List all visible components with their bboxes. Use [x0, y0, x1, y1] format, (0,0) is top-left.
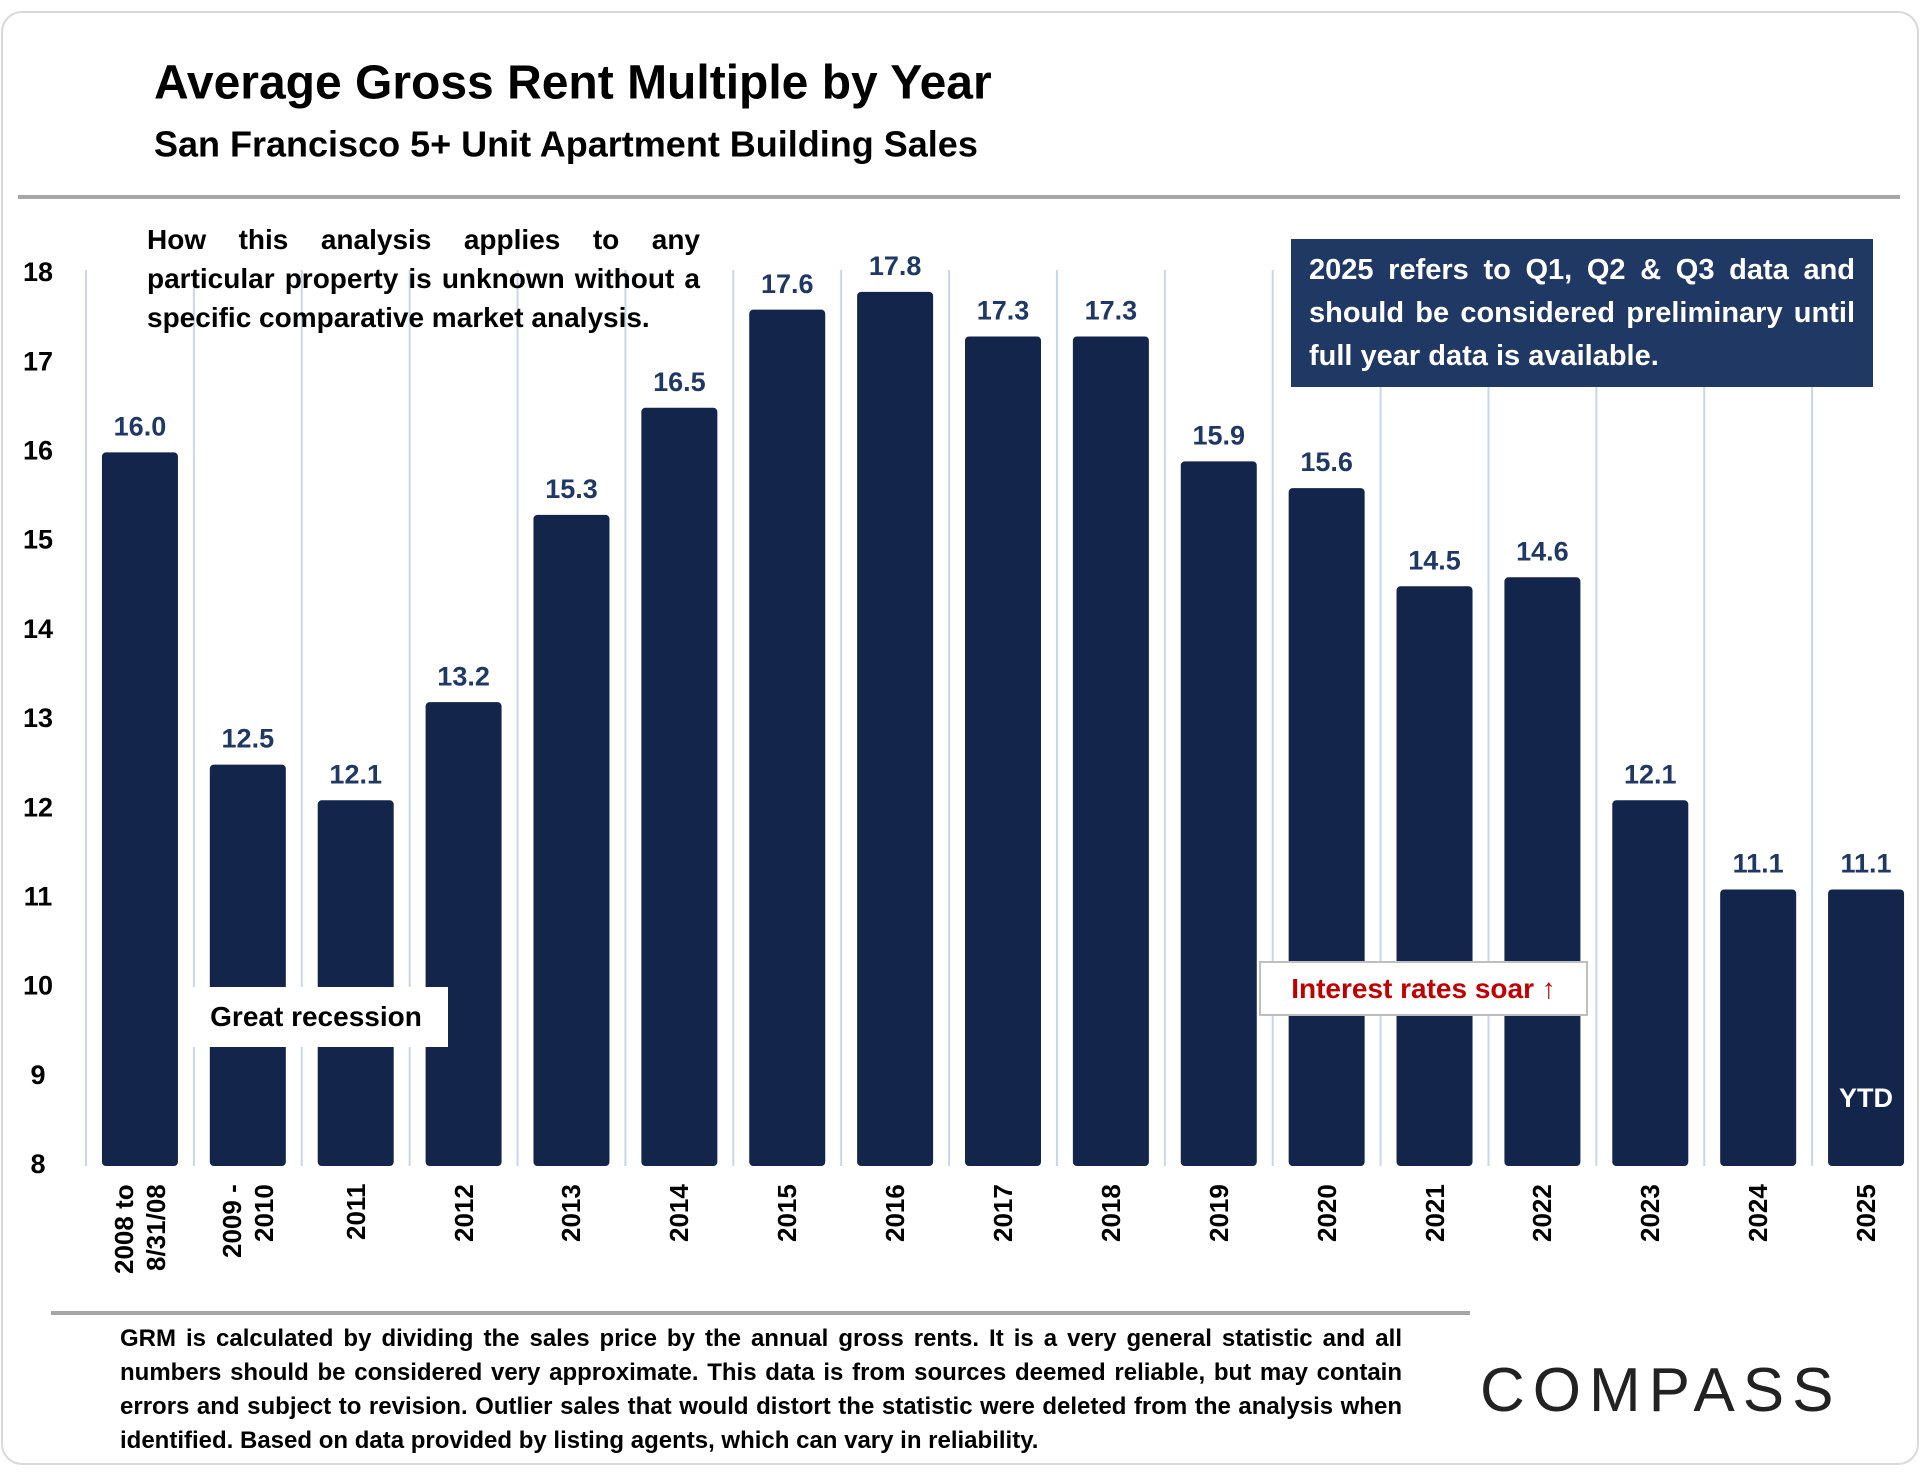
bar [641, 407, 718, 1166]
value-label: 15.3 [545, 474, 598, 504]
y-tick-label: 12 [23, 792, 53, 822]
frame [1, 11, 1919, 1465]
x-tick-label: 2022 [1527, 1184, 1558, 1242]
bar [1072, 336, 1149, 1166]
value-label: 12.5 [222, 724, 275, 754]
value-label: 15.6 [1300, 447, 1353, 477]
note: How this analysis applies to any particu… [147, 224, 700, 333]
bar [749, 309, 826, 1166]
bar [965, 336, 1041, 1166]
bar [1828, 889, 1905, 1166]
y-tick-label: 9 [30, 1060, 45, 1090]
x-tick-label: 2025 [1851, 1184, 1882, 1242]
y-tick-label: 18 [23, 257, 53, 287]
x-tick-label: 2008 to 8/31/08 [108, 1184, 171, 1274]
recession-label: Great recession [184, 987, 448, 1047]
ytd-label: YTD [1839, 1083, 1893, 1113]
value-label: 17.3 [1085, 296, 1138, 326]
x-tick-label: 2018 [1095, 1184, 1126, 1242]
x-tick-label: 2021 [1419, 1184, 1450, 1242]
bar [1720, 889, 1797, 1166]
x-tick-label: 2023 [1635, 1184, 1666, 1242]
chart-title: Average Gross Rent Multiple by Year [154, 57, 992, 110]
chart-subtitle: San Francisco 5+ Unit Apartment Building… [154, 124, 978, 165]
bar [1180, 461, 1257, 1166]
bar [425, 702, 502, 1166]
x-tick-label: 2014 [664, 1184, 695, 1242]
x-tick-label: 2017 [988, 1184, 1018, 1242]
bar [1504, 577, 1581, 1166]
x-tick-label: 2024 [1743, 1184, 1774, 1242]
x-tick-label: 2015 [772, 1184, 803, 1242]
value-label: 17.8 [869, 251, 922, 281]
bar [533, 514, 610, 1166]
y-tick-label: 13 [23, 703, 53, 733]
x-tick-label: 2020 [1311, 1184, 1342, 1242]
logo: COMPASS [1480, 1356, 1842, 1425]
value-label: 12.1 [329, 759, 382, 789]
value-label: 14.5 [1408, 545, 1461, 575]
x-tick-label: 2016 [880, 1184, 911, 1242]
bar [857, 291, 934, 1167]
value-label: 14.6 [1516, 536, 1569, 566]
y-tick-label: 10 [23, 971, 53, 1001]
bar [1288, 488, 1365, 1167]
y-tick-label: 15 [23, 525, 53, 555]
y-tick-label: 14 [23, 614, 53, 644]
box-note: 2025 refers to Q1, Q2 & Q3 data and shou… [1291, 239, 1873, 387]
value-label: 16.0 [114, 412, 167, 442]
value-label: 13.2 [437, 661, 490, 691]
value-label: 17.6 [761, 269, 814, 299]
x-tick-label: 2012 [448, 1184, 479, 1242]
y-tick-label: 16 [23, 436, 53, 466]
value-label: 11.1 [1733, 849, 1784, 879]
bar [101, 452, 178, 1166]
bar [1396, 586, 1473, 1166]
x-tick-label: 2013 [556, 1184, 587, 1242]
x-tick-label: 2019 [1203, 1184, 1234, 1242]
x-tick-label: 2011 [340, 1184, 371, 1241]
value-label: 17.3 [977, 296, 1030, 326]
bar [1612, 800, 1689, 1166]
interest-label: Interest rates soar ↑ [1259, 961, 1588, 1016]
value-label: 16.5 [653, 367, 706, 397]
bar [209, 764, 286, 1166]
value-label: 11.1 [1841, 849, 1892, 879]
y-tick-label: 11 [24, 882, 53, 912]
bar [317, 800, 394, 1166]
value-label: 15.9 [1192, 420, 1245, 450]
y-tick-label: 8 [30, 1149, 45, 1179]
footnote: GRM is calculated by dividing the sales … [120, 1325, 1402, 1454]
y-tick-label: 17 [23, 346, 53, 376]
value-label: 12.1 [1624, 759, 1677, 789]
x-tick-label: 2009 - 2010 [216, 1184, 279, 1258]
